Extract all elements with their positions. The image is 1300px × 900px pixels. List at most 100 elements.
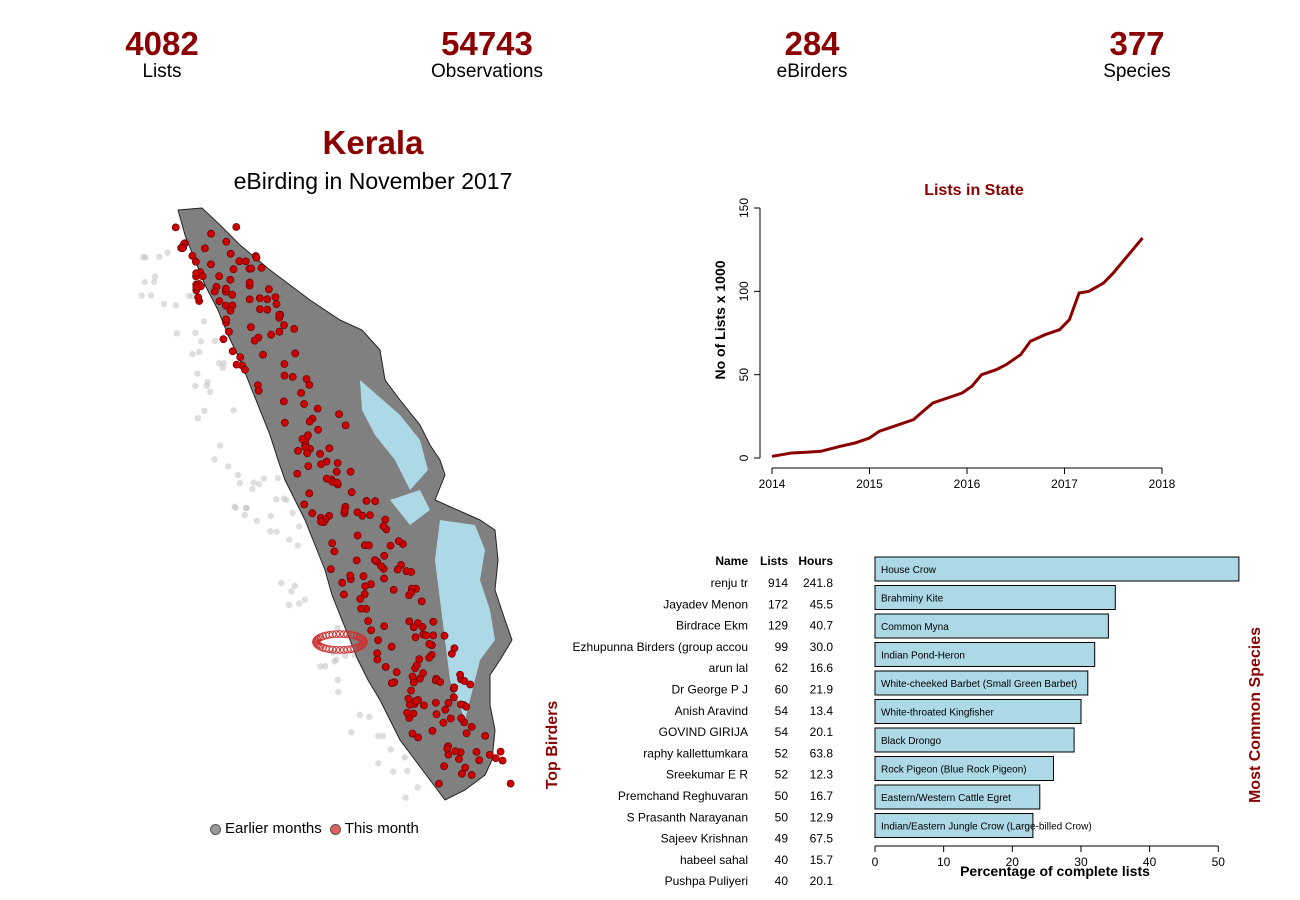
stat-value: 4082 [125, 25, 199, 62]
current-point [219, 335, 228, 344]
current-point [259, 350, 267, 359]
birder-name: Pushpa Puliyeri [665, 874, 748, 888]
stat-label: eBirders [776, 61, 848, 82]
current-point [332, 630, 341, 639]
line-chart-axes: 2014 2015 2016 2017 2018 0 50 100 150 [737, 198, 1176, 491]
earlier-point [278, 579, 285, 587]
earlier-point [414, 784, 421, 791]
birder-hours: 40.7 [810, 619, 834, 633]
current-point [462, 729, 471, 738]
current-point [304, 462, 313, 470]
current-point [297, 388, 305, 397]
current-point [313, 404, 322, 413]
current-point [456, 670, 464, 679]
current-point [440, 762, 448, 771]
current-point [210, 287, 219, 296]
header-name: Name [715, 554, 748, 568]
current-point [294, 446, 302, 455]
current-point [201, 244, 209, 253]
current-point [467, 771, 476, 779]
species-bar-item: Indian Pond-Heron [874, 642, 1096, 667]
header-hours: Hours [798, 554, 833, 568]
earlier-point [234, 471, 242, 479]
current-point [460, 677, 469, 685]
current-point [339, 646, 348, 654]
stat-value: 54743 [441, 25, 533, 62]
species-bar [874, 556, 1240, 582]
earlier-point [267, 512, 274, 519]
species-bar [874, 813, 1034, 838]
earlier-point [253, 517, 260, 525]
current-point [341, 421, 350, 430]
earlier-point [286, 536, 293, 543]
current-point [419, 669, 427, 678]
current-point [232, 223, 241, 231]
earlier-point [294, 542, 302, 549]
earlier-point [285, 601, 293, 609]
current-point [374, 636, 382, 645]
stat-observations: 54743 Observations [387, 26, 587, 82]
current-point [352, 556, 361, 565]
earlier-point [236, 479, 243, 487]
current-point [466, 680, 475, 689]
current-point [330, 547, 339, 556]
species-label: Eastern/Western Cattle Egret [881, 793, 1011, 804]
common-species-bar-chart: House Crow Brahminy Kite Common Myna Indian… [872, 556, 1264, 879]
earlier-point [172, 302, 180, 309]
earlier-point [375, 732, 382, 740]
birder-lists: 52 [775, 768, 789, 782]
species-bar-item: Common Myna [874, 613, 1109, 639]
current-point [432, 710, 441, 719]
earlier-point [301, 596, 308, 603]
current-point [241, 257, 250, 266]
earlier-point [185, 292, 193, 299]
earlier-point [317, 663, 324, 670]
birder-lists: 52 [775, 746, 789, 760]
y-tick-label: 150 [737, 198, 751, 218]
birder-hours: 13.4 [810, 704, 834, 718]
earlier-point [151, 273, 159, 280]
earlier-point [402, 794, 409, 801]
table-row: GOVIND GIRIJA 54 20.1 [659, 725, 834, 739]
species-label: Black Drongo [881, 736, 941, 747]
earlier-point [333, 656, 340, 663]
birder-name: Dr George P J [672, 683, 748, 697]
earlier-point [203, 382, 210, 389]
birder-name: Birdrace Ekm [676, 619, 748, 633]
birder-hours: 20.1 [810, 725, 834, 739]
earlier-point [194, 415, 201, 422]
species-bar [874, 756, 1054, 781]
current-point [449, 693, 458, 702]
current-point [431, 698, 440, 707]
birder-hours: 16.7 [810, 789, 834, 803]
current-point [333, 478, 341, 487]
x-tick-label: 30 [1074, 855, 1088, 869]
current-point [222, 315, 230, 324]
line-chart-title: Lists in State [924, 182, 1024, 199]
current-point [194, 293, 203, 302]
current-point [381, 662, 390, 671]
bar-chart-xlabel: Percentage of complete lists [960, 863, 1150, 879]
current-point [272, 300, 281, 308]
birder-lists: 54 [775, 704, 789, 718]
birder-hours: 12.9 [810, 810, 834, 824]
current-point [434, 779, 443, 788]
table-row: Pushpa Puliyeri 40 20.1 [665, 874, 834, 888]
current-point [171, 223, 180, 232]
earlier-point [217, 442, 224, 449]
current-point [356, 595, 365, 603]
birder-lists: 99 [775, 640, 789, 654]
current-point [393, 565, 402, 574]
earlier-point [404, 767, 411, 775]
current-point [358, 511, 367, 520]
current-point [380, 574, 388, 583]
header-lists: Lists [760, 554, 788, 568]
top-birders-title: Top Birders [544, 701, 561, 790]
species-label: Brahminy Kite [881, 594, 944, 605]
current-point [343, 645, 352, 654]
current-point [316, 449, 324, 458]
current-point [481, 732, 490, 740]
earlier-point [267, 528, 274, 535]
earlier-point [335, 688, 342, 696]
current-point [380, 551, 389, 560]
